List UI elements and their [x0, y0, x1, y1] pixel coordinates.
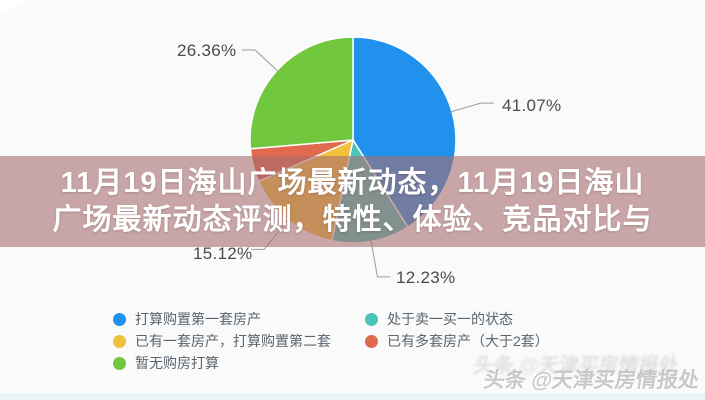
legend-item-1[interactable]: 处于卖一买一的状态 — [365, 312, 549, 326]
legend-dot-icon — [365, 312, 378, 326]
watermark-text: 头条 @天津买房情报处 — [481, 369, 701, 392]
pie-leader-line-1 — [370, 239, 391, 278]
legend-item-3[interactable]: 已有多套房产（大于2套） — [365, 334, 549, 348]
legend-dot-icon — [113, 312, 126, 326]
legend-dot-icon — [113, 356, 126, 370]
bottom-edge-strip — [0, 393, 705, 400]
banner-title-line-1: 11月19日海山广场最新动态，11月19日海山 — [60, 167, 645, 199]
pie-label-blue: 41.07% — [502, 96, 562, 115]
legend-item-4[interactable]: 暂无购房打算 — [113, 356, 331, 370]
legend-dot-icon — [113, 334, 126, 348]
legend-item-label: 打算购置第一套房产 — [135, 311, 261, 327]
pie-label-gold: 15.12% — [193, 244, 253, 263]
legend-item-label: 处于卖一买一的状态 — [387, 311, 513, 327]
pie-leader-line-4 — [242, 49, 279, 73]
pie-legend-column-1: 打算购置第一套房产已有一套房产，打算购置第二套 暂无购房打算 — [113, 312, 331, 378]
legend-item-label: 已有一套房产，打算购置第二套 — [135, 333, 331, 349]
legend-dot-icon — [365, 334, 378, 348]
pie-label-teal: 12.23% — [396, 268, 456, 287]
title-overlay-banner: 11月19日海山广场最新动态，11月19日海山 广场最新动态评测，特性、体验、竞… — [0, 156, 705, 247]
banner-title-line-2: 广场最新动态评测，特性、体验、竞品对比与 — [52, 204, 653, 236]
pie-legend-column-2: 处于卖一买一的状态已有多套房产（大于2套） — [365, 312, 549, 356]
pie-slice-4[interactable] — [249, 36, 354, 150]
legend-item-label: 暂无购房打算 — [135, 355, 219, 371]
legend-item-2[interactable]: 已有一套房产，打算购置第二套 — [113, 334, 331, 348]
legend-item-label: 已有多套房产（大于2套） — [387, 333, 549, 349]
pie-label-green: 26.36% — [177, 41, 237, 60]
corner-fold-decoration — [0, 0, 30, 14]
pie-leader-line-0 — [449, 102, 494, 113]
legend-item-0[interactable]: 打算购置第一套房产 — [113, 312, 331, 326]
